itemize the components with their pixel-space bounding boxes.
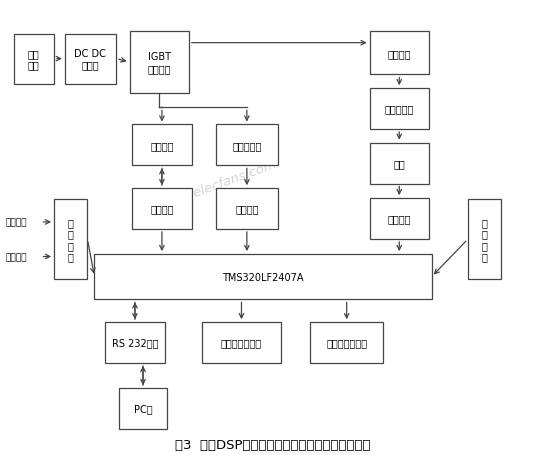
Text: 光电隔离: 光电隔离: [150, 204, 174, 214]
Text: 燃料
电池: 燃料 电池: [28, 49, 40, 70]
Text: 电
源
电
路: 电 源 电 路: [482, 218, 487, 262]
Bar: [65, 34, 116, 84]
Text: 存储器扩展电路: 存储器扩展电路: [221, 338, 262, 348]
Bar: [14, 34, 54, 84]
Bar: [216, 125, 278, 166]
Text: RS 232接口: RS 232接口: [112, 338, 158, 348]
Bar: [132, 125, 192, 166]
Bar: [370, 143, 429, 184]
Text: 励磁电路: 励磁电路: [150, 140, 174, 151]
Text: 驱动电路: 驱动电路: [387, 49, 411, 59]
Bar: [370, 89, 429, 130]
Bar: [130, 32, 189, 94]
Text: www.elecfans.com: www.elecfans.com: [158, 157, 279, 211]
Bar: [119, 388, 167, 429]
Text: 电平转换: 电平转换: [235, 204, 259, 214]
Text: 时钟、复位电路: 时钟、复位电路: [326, 338, 367, 348]
Text: 电
平
转
换: 电 平 转 换: [68, 218, 74, 262]
Text: TMS320LF2407A: TMS320LF2407A: [222, 272, 304, 282]
Text: 刹车信号: 刹车信号: [5, 252, 27, 262]
Text: 图3  基于DSP燃料电池车电机驱动控制系统方框图: 图3 基于DSP燃料电池车电机驱动控制系统方框图: [175, 438, 370, 451]
Text: PC机: PC机: [134, 403, 153, 414]
Bar: [370, 199, 429, 240]
Text: 电平转换: 电平转换: [387, 214, 411, 224]
Bar: [105, 323, 165, 363]
Bar: [468, 200, 501, 280]
Bar: [54, 200, 87, 280]
Text: 加速信号: 加速信号: [5, 218, 27, 227]
Bar: [370, 32, 429, 75]
Bar: [310, 323, 383, 363]
Bar: [94, 254, 432, 300]
Text: 整形: 整形: [393, 159, 405, 169]
Bar: [202, 323, 281, 363]
Text: IGBT
功率模块: IGBT 功率模块: [148, 52, 171, 73]
Bar: [132, 189, 192, 230]
Text: 霍尔传感器: 霍尔传感器: [232, 140, 262, 151]
Text: DC DC
变换器: DC DC 变换器: [75, 49, 106, 70]
Text: 光电编码器: 光电编码器: [385, 104, 414, 114]
Bar: [216, 189, 278, 230]
